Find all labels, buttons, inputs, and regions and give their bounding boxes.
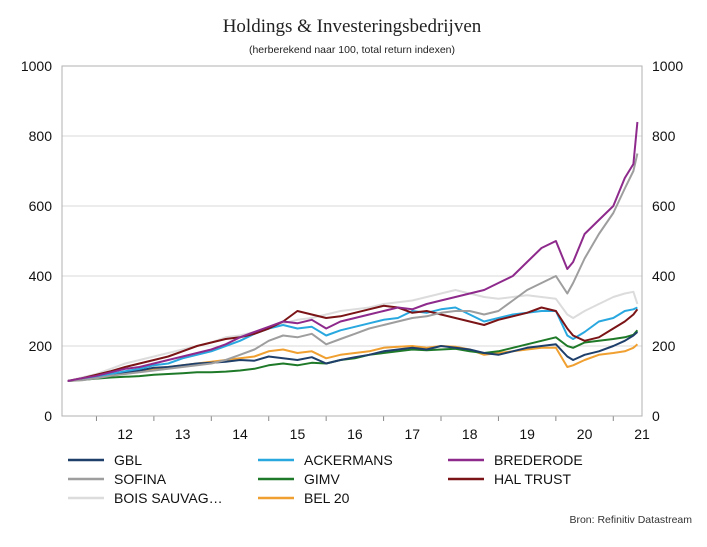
- plot-frame: [61, 65, 643, 417]
- x-tick-label: 14: [232, 426, 248, 442]
- y-tick-label-left: 200: [29, 338, 53, 354]
- legend-label: SOFINA: [114, 471, 167, 487]
- y-tick-label-right: 600: [652, 198, 676, 214]
- legend-label: BEL 20: [304, 490, 350, 506]
- y-tick-label-right: 200: [652, 338, 676, 354]
- legend-label: HAL TRUST: [494, 471, 571, 487]
- x-tick-label: 19: [519, 426, 535, 442]
- series-line-sofina: [67, 153, 639, 382]
- y-tick-label-right: 400: [652, 268, 676, 284]
- y-tick-label-left: 400: [29, 268, 53, 284]
- legend-label: ACKERMANS: [304, 452, 393, 468]
- y-tick-label-left: 0: [44, 408, 52, 424]
- x-tick-label: 12: [117, 426, 133, 442]
- x-tick-label: 18: [462, 426, 478, 442]
- legend-label: GBL: [114, 452, 142, 468]
- y-tick-label-right: 800: [652, 128, 676, 144]
- legend-label: BREDERODE: [494, 452, 583, 468]
- series-line-gimv: [67, 329, 639, 382]
- legend: GBL ACKERMANS BREDERODE SOFINA GIMV HAL TRUST…: [68, 452, 583, 506]
- series-line-ackermans: [67, 306, 638, 382]
- x-tick-label: 15: [290, 426, 306, 442]
- x-tick-label: 21: [634, 426, 650, 442]
- x-tick-label: 20: [577, 426, 593, 442]
- y-tick-label-right: 1000: [652, 58, 683, 74]
- series-lines: [67, 121, 639, 382]
- x-tick-label: 13: [175, 426, 191, 442]
- y-tick-label-right: 0: [652, 408, 660, 424]
- chart-title: Holdings & Investeringsbedrijven: [223, 16, 482, 37]
- series-line-bois-sauvag: [67, 289, 639, 382]
- y-tick-label-left: 600: [29, 198, 53, 214]
- x-tick-label: 17: [405, 426, 421, 442]
- y-tick-label-left: 1000: [21, 58, 52, 74]
- y-axis-right: 0 200 400 600 800 1000: [652, 58, 683, 424]
- series-line-brederode: [67, 121, 639, 382]
- series-line-gbl: [67, 331, 639, 382]
- source-note: Bron: Refinitiv Datastream: [569, 514, 692, 526]
- x-tick-label: 16: [347, 426, 363, 442]
- y-tick-label-left: 800: [29, 128, 53, 144]
- x-axis: 12 13 14 15 16 17 18 19 20 21: [95, 416, 650, 442]
- chart-subtitle: (herberekend naar 100, total return inde…: [249, 44, 455, 56]
- legend-label: GIMV: [304, 471, 340, 487]
- y-axis-left: 0 200 400 600 800 1000: [21, 58, 52, 424]
- series-line-hal-trust: [67, 304, 639, 382]
- legend-label: BOIS SAUVAG…: [114, 490, 223, 506]
